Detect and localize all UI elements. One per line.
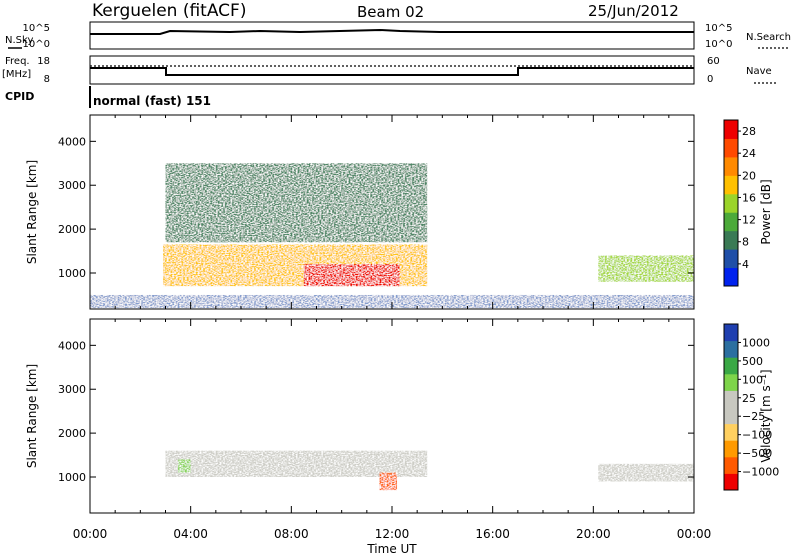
x-axis-title: Time UT <box>366 542 417 554</box>
colorbar-swatch <box>724 156 738 176</box>
freq-panel: 18 8 Freq. [MHz] 60 0 Nave <box>2 55 776 85</box>
cpid-value: normal (fast) 151 <box>93 94 211 108</box>
freq-unit: [MHz] <box>2 69 31 80</box>
y-tick-label: 2000 <box>58 427 86 440</box>
nave-label: Nave <box>746 66 772 77</box>
velocity-colorbar: 1000 500 100 25 −25 −100 −500 −1000 <box>723 323 779 491</box>
colorbar-swatch <box>724 423 738 441</box>
colorbar-tick-label: 1000 <box>742 336 770 349</box>
colorbar-swatch <box>724 230 738 250</box>
colorbar-swatch <box>724 390 738 408</box>
power-colorbar-label: Power [dB] <box>759 179 773 244</box>
x-tick-label: 08:00 <box>274 527 309 541</box>
nsky-panel: 10^5 10^0 N.Sky 10^5 10^0 N.Search <box>5 21 791 50</box>
y-tick-label: 2000 <box>58 223 86 236</box>
colorbar-swatch <box>724 373 738 391</box>
echo-region-negative <box>379 472 398 491</box>
x-tick-label: 12:00 <box>375 527 410 541</box>
nsky-tick-high: 10^5 <box>23 23 50 34</box>
colorbar-tick-label: −500 <box>742 447 772 460</box>
colorbar-tick-label: 20 <box>742 169 756 182</box>
colorbar-tick-label: 24 <box>742 147 756 160</box>
colorbar-tick-label: −100 <box>742 429 772 442</box>
colorbar-tick-label: 25 <box>742 392 756 405</box>
power-colorbar: 4 8 12 16 20 24 28 <box>723 119 756 287</box>
colorbar-tick-label: 4 <box>742 258 749 271</box>
velocity-y-axis-label: Slant Range [km] <box>25 364 39 468</box>
freq-label: Freq. <box>5 56 30 67</box>
freq-tick-high: 18 <box>37 56 50 67</box>
velocity-echo-layer <box>165 450 694 491</box>
y-tick-label: 1000 <box>58 471 86 484</box>
colorbar-swatch <box>724 473 738 491</box>
echo-region-peak <box>303 264 400 287</box>
echo-region-near-zero <box>598 463 694 482</box>
cpid-label: CPID <box>5 90 34 103</box>
colorbar-frame <box>723 119 739 287</box>
colorbar-swatch <box>724 138 738 158</box>
echo-region-low <box>165 163 428 243</box>
y-tick-label: 3000 <box>58 179 86 192</box>
velocity-colorbar-label: Velocity [m s⁻¹] <box>759 369 773 462</box>
colorbar-tick-label: 8 <box>742 236 749 249</box>
colorbar-tick-label: 12 <box>742 214 756 227</box>
y-tick-label: 3000 <box>58 383 86 396</box>
colorbar-swatch <box>724 193 738 213</box>
colorbar-swatch <box>724 456 738 474</box>
colorbar-swatch <box>724 175 738 195</box>
nsearch-tick-high: 10^5 <box>705 23 732 34</box>
colorbar-frame <box>723 323 739 491</box>
colorbar-tick-label: 100 <box>742 373 763 386</box>
power-y-axis-label: Slant Range [km] <box>25 160 39 264</box>
date-title: 25/Jun/2012 <box>588 2 679 20</box>
x-tick-label: 20:00 <box>576 527 611 541</box>
colorbar-tick-label: −1000 <box>742 466 779 479</box>
colorbar-swatch <box>724 249 738 269</box>
velocity-panel: 1000 2000 3000 4000 Slant Range [km] 1000 50… <box>25 318 779 514</box>
station-title: Kerguelen (fitACF) <box>92 1 246 21</box>
y-tick-label: 1000 <box>58 267 86 280</box>
beam-title: Beam 02 <box>357 3 424 21</box>
nsearch-label: N.Search <box>746 32 791 43</box>
echo-region-positive <box>178 459 191 473</box>
nsky-label: N.Sky <box>5 35 33 46</box>
colorbar-tick-label: −25 <box>742 410 765 423</box>
power-panel: 1000 2000 3000 4000 Slant Range [km] 4 8 12 16… <box>25 114 773 310</box>
colorbar-swatch <box>724 407 738 425</box>
y-tick-label: 4000 <box>58 339 86 352</box>
echo-region-ground <box>90 294 694 309</box>
colorbar-swatch <box>724 340 738 358</box>
colorbar-tick-label: 16 <box>742 191 756 204</box>
colorbar-swatch <box>724 440 738 458</box>
freq-tick-low: 8 <box>44 74 50 85</box>
colorbar-swatch <box>724 267 738 287</box>
colorbar-swatch <box>724 357 738 375</box>
nave-tick-low: 0 <box>707 74 713 85</box>
echo-region-medium <box>598 255 694 282</box>
colorbar-tick-label: 500 <box>742 355 763 368</box>
x-tick-label: 00:00 <box>677 527 712 541</box>
y-tick-label: 4000 <box>58 135 86 148</box>
colorbar-swatch <box>724 324 738 342</box>
power-echo-layer <box>90 163 694 309</box>
nave-tick-high: 60 <box>707 56 720 67</box>
nsearch-tick-low: 10^0 <box>705 39 732 50</box>
colorbar-tick-label: 28 <box>742 125 756 138</box>
colorbar-swatch <box>724 212 738 232</box>
x-tick-label: 00:00 <box>73 527 108 541</box>
x-tick-label: 16:00 <box>475 527 510 541</box>
colorbar-swatch <box>724 120 738 139</box>
nsky-tick-low: 10^0 <box>23 39 50 50</box>
x-tick-label: 04:00 <box>173 527 208 541</box>
